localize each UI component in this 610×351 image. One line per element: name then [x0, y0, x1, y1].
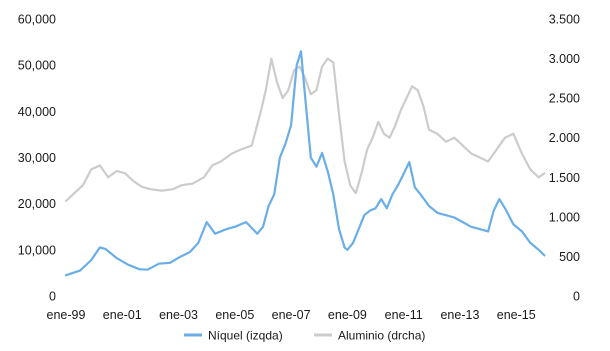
y-right-tick-label: 2.000: [549, 131, 580, 145]
y-left-tick-label: 50,000: [18, 59, 56, 73]
x-tick-label: ene-09: [328, 308, 367, 322]
y-left-tick-label: 20,000: [18, 197, 56, 211]
series-line-aluminio: [64, 57, 546, 203]
y-right-tick-label: 3.000: [549, 52, 580, 66]
y-axis-left: 0 10,000 20,000 30,000 40,000 50,000 60,000: [18, 13, 56, 304]
y-left-tick-label: 40,000: [18, 105, 56, 119]
y-right-tick-label: 1.500: [549, 171, 580, 185]
y-left-tick-label: 30,000: [18, 151, 56, 165]
y-axis-right: 0 500 1.000 1.500 2.000 2.500 3.000 3.500: [549, 13, 580, 304]
x-tick-label: ene-11: [385, 308, 423, 322]
x-tick-label: ene-01: [103, 308, 142, 322]
x-axis: ene-99 ene-01 ene-03 ene-05 ene-07 ene-09 ene-…: [47, 308, 536, 322]
x-tick-label: ene-15: [497, 308, 536, 322]
x-tick-label: ene-05: [215, 308, 254, 322]
legend: Níquel (izqda) Aluminio (drcha): [184, 329, 425, 343]
x-tick-label: ene-13: [440, 308, 479, 322]
legend-label-niquel: Níquel (izqda): [208, 329, 283, 343]
x-tick-label: ene-07: [272, 308, 311, 322]
series-layer: [64, 50, 546, 277]
x-tick-label: ene-03: [159, 308, 198, 322]
x-tick-label: ene-99: [47, 308, 86, 322]
series-line-niquel: [64, 50, 546, 277]
legend-label-aluminio: Aluminio (drcha): [338, 329, 425, 343]
y-right-tick-label: 3.500: [549, 13, 580, 27]
y-left-tick-label: 10,000: [18, 243, 56, 257]
y-right-tick-label: 1.000: [549, 210, 580, 224]
y-right-tick-label: 0: [573, 290, 580, 304]
y-right-tick-label: 2.500: [549, 92, 580, 106]
y-left-tick-label: 0: [49, 290, 56, 304]
y-left-tick-label: 60,000: [18, 13, 56, 27]
y-right-tick-label: 500: [559, 250, 580, 264]
